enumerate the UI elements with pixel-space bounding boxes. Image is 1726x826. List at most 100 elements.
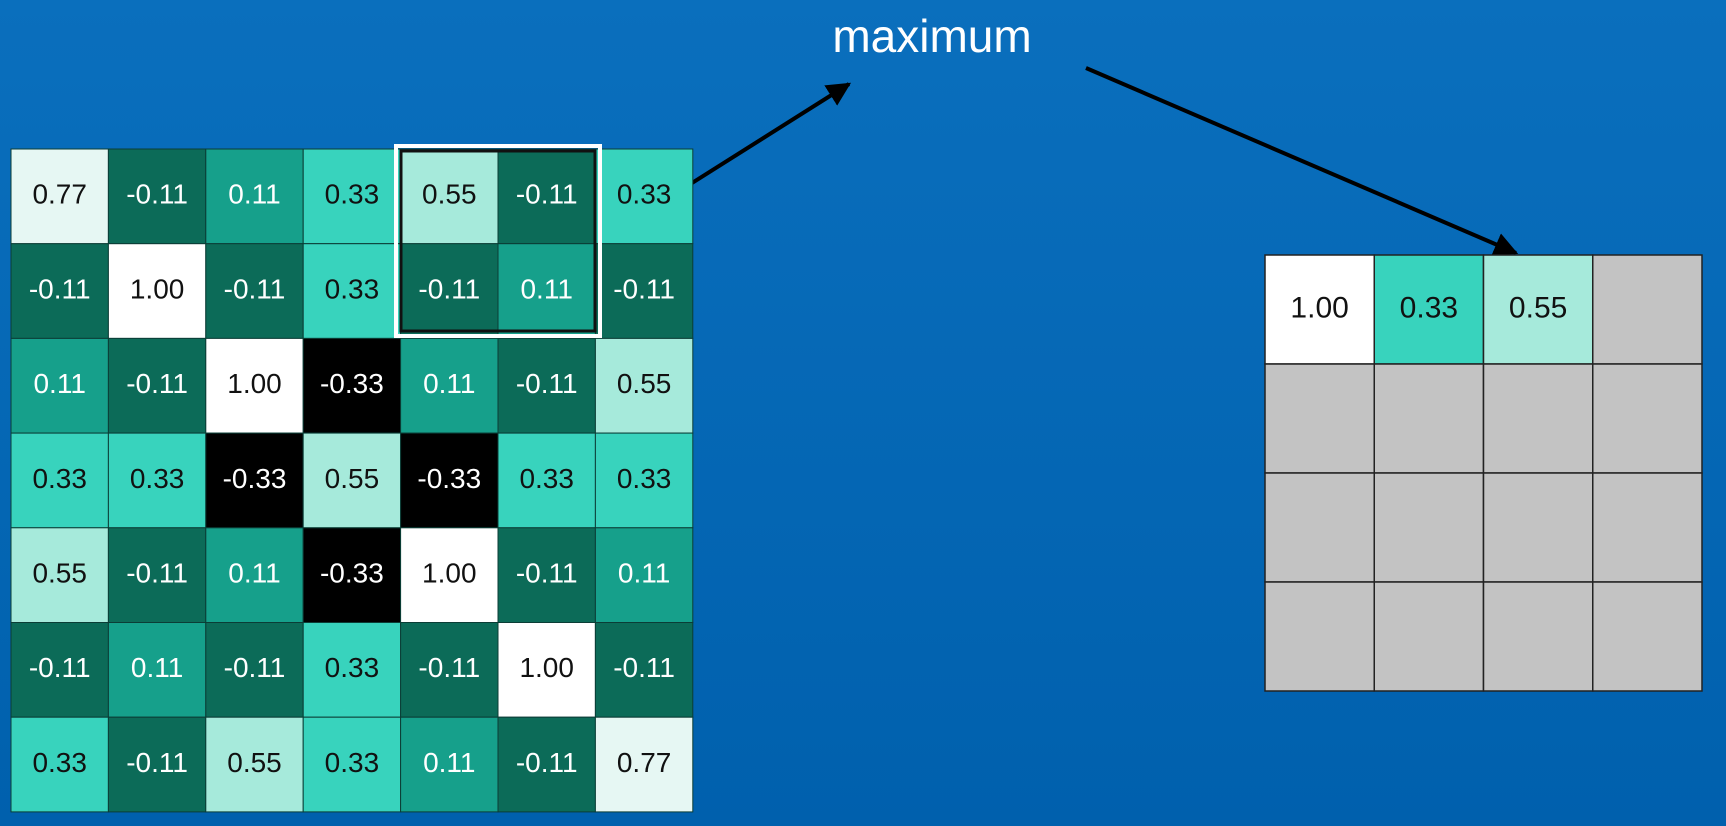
cell-value: 0.77 (617, 747, 672, 778)
cell-value: -0.11 (613, 652, 675, 683)
cell (107, 432, 207, 529)
cell (497, 527, 596, 623)
cell-value: 0.33 (130, 463, 185, 494)
cell (594, 243, 694, 339)
cell-value: 0.55 (227, 747, 282, 778)
cell-value: 1.00 (422, 558, 477, 589)
cell (205, 716, 304, 813)
cell (497, 716, 596, 813)
cell (1373, 363, 1485, 474)
cell-value: -0.33 (223, 463, 287, 494)
cell (107, 716, 207, 813)
cell (302, 243, 402, 339)
cell (497, 337, 596, 434)
cell-value: 0.33 (32, 747, 87, 778)
cell (1264, 363, 1375, 474)
cell-value: -0.11 (516, 558, 578, 589)
input-grid: 0.77 -0.11 0.11 0.33 0.55 -0.11 0.33 -0.11 1.00 -… (10, 148, 694, 813)
cell (205, 148, 304, 245)
cell-value: 0.11 (520, 273, 572, 304)
cell (1264, 472, 1375, 583)
cell (497, 622, 596, 718)
cell (400, 432, 499, 529)
cell-value: 1.00 (519, 652, 574, 683)
cell-value: 0.33 (325, 273, 380, 304)
cell (302, 432, 402, 529)
cell (497, 148, 596, 245)
pool-window-inner (399, 149, 597, 333)
cell-value: 1.00 (1290, 291, 1348, 324)
cell-value: -0.11 (418, 273, 480, 304)
cell (594, 716, 694, 813)
cell (107, 337, 207, 434)
cell-value: 0.11 (228, 179, 280, 210)
cell-value: -0.11 (126, 747, 188, 778)
cell-value: 0.33 (617, 179, 672, 210)
cell (1592, 581, 1703, 692)
cell (1264, 581, 1375, 692)
cell-value: 0.11 (423, 747, 475, 778)
cell (10, 622, 109, 718)
cell-value: -0.33 (320, 368, 384, 399)
cell (10, 148, 109, 245)
cell-value: 0.33 (617, 463, 672, 494)
cell-value: 0.11 (228, 558, 280, 589)
cell-value: 0.11 (33, 368, 85, 399)
cell (1592, 363, 1703, 474)
cell-value: -0.11 (516, 747, 578, 778)
cell (1373, 472, 1485, 583)
cell-value: -0.11 (126, 558, 188, 589)
cell-value: -0.33 (417, 463, 481, 494)
cell (10, 337, 109, 434)
cell (400, 337, 499, 434)
cell-value: -0.11 (126, 179, 188, 210)
cell (1482, 363, 1594, 474)
cell (1482, 472, 1594, 583)
cell (205, 337, 304, 434)
cell (10, 716, 109, 813)
cell (594, 337, 694, 434)
cell (205, 243, 304, 339)
cell-value: 0.77 (32, 179, 87, 210)
cell (497, 243, 596, 339)
cell-value: 0.33 (1400, 291, 1458, 324)
output-grid: 1.00 0.33 0.55 (1264, 254, 1703, 692)
cell-value: 0.33 (325, 179, 380, 210)
cell-value: 0.55 (617, 368, 672, 399)
cell (302, 716, 402, 813)
cell (594, 622, 694, 718)
cell-value: -0.11 (516, 368, 578, 399)
cell-value: 0.33 (325, 652, 380, 683)
cell-value: -0.11 (613, 273, 675, 304)
cell-value: 0.55 (325, 463, 380, 494)
cell (10, 432, 109, 529)
cell (302, 148, 402, 245)
cell-value: -0.11 (418, 652, 480, 683)
cell (1592, 254, 1703, 365)
cell-value: 0.55 (32, 558, 87, 589)
operation-label: maximum (832, 10, 1031, 62)
cell (1373, 581, 1485, 692)
cell (302, 337, 402, 434)
cell-value: 1.00 (227, 368, 282, 399)
cell (107, 243, 207, 339)
cell-value: -0.11 (29, 273, 91, 304)
cell (205, 622, 304, 718)
cell (302, 622, 402, 718)
cell (205, 432, 304, 529)
cell-value: 0.55 (422, 179, 477, 210)
cell (594, 148, 694, 245)
cell-value: 0.11 (618, 558, 670, 589)
cell (594, 527, 694, 623)
cell-value: -0.11 (224, 273, 286, 304)
arrow (1085, 66, 1519, 256)
cell (400, 148, 499, 245)
cell (400, 716, 499, 813)
cell-value: 0.33 (32, 463, 87, 494)
cell (1482, 581, 1594, 692)
cell (10, 527, 109, 623)
cell (497, 432, 596, 529)
cell-value: -0.11 (29, 652, 91, 683)
cell (1482, 254, 1594, 365)
cell-value: -0.11 (126, 368, 188, 399)
